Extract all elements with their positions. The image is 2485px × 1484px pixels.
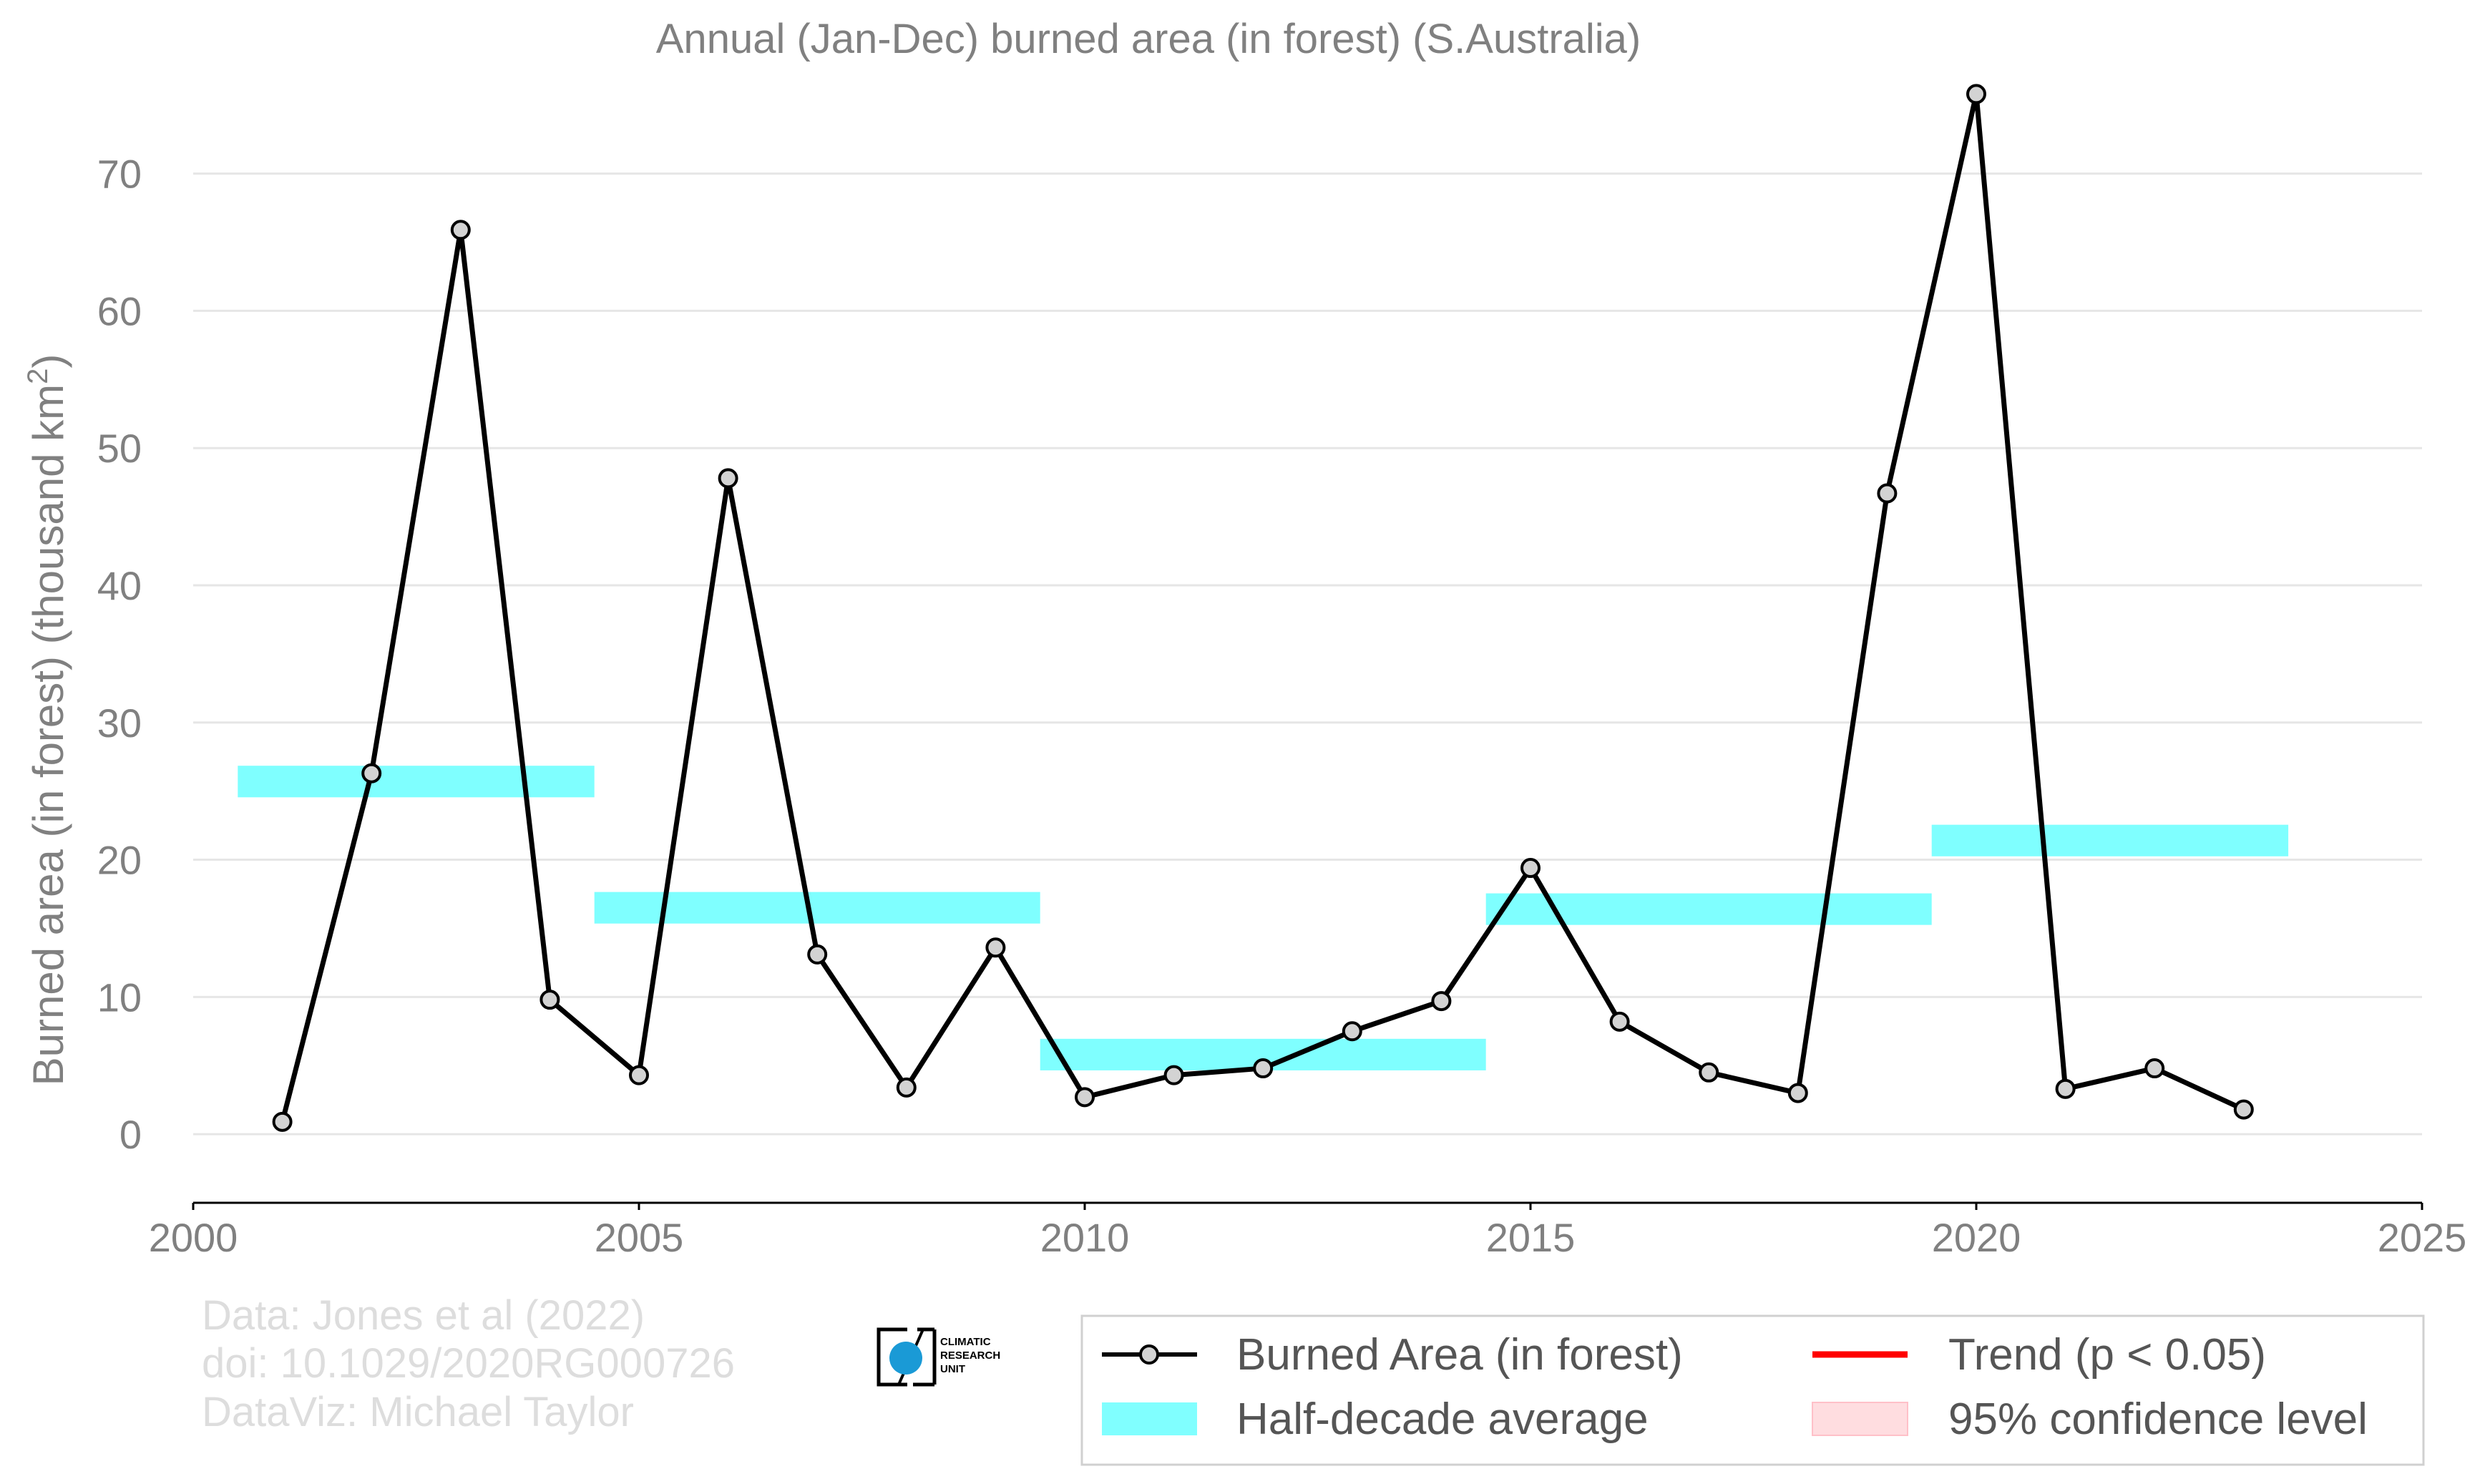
credit-doi: doi: 10.1029/2020RG000726 (202, 1340, 735, 1387)
data-point (629, 1065, 649, 1085)
data-point (718, 468, 738, 489)
x-tick-label: 2015 (1486, 1215, 1576, 1260)
x-tick-label: 2025 (2378, 1215, 2467, 1260)
cru-logo-text-1: CLIMATIC (940, 1336, 991, 1348)
y-axis-label: Burned area (in forest) (thousand km2) (22, 354, 72, 1086)
credit-data-source: Data: Jones et al (2022) (202, 1292, 645, 1339)
data-point (2233, 1099, 2254, 1120)
legend-confidence-label: 95% confidence level (1948, 1395, 2368, 1444)
x-tick-label: 2005 (595, 1215, 684, 1260)
x-tick-label: 2010 (1040, 1215, 1130, 1260)
data-point (807, 944, 828, 965)
data-point (1787, 1083, 1808, 1103)
x-tick-label: 2000 (149, 1215, 238, 1260)
y-axis-label-superscript: 2 (22, 368, 54, 384)
data-point (1609, 1011, 1630, 1032)
cru-logo: CLIMATIC RESEARCH UNIT (877, 1327, 1000, 1387)
legend-half-decade-patch-icon (1102, 1402, 1197, 1435)
data-point (1966, 84, 1986, 104)
x-tick-label: 2020 (1932, 1215, 2021, 1260)
legend-trend-label: Trend (p < 0.05) (1948, 1330, 2266, 1380)
half-decade-average-bar (594, 892, 1040, 924)
y-tick-label: 40 (97, 563, 142, 608)
data-point (361, 763, 382, 784)
chart-title: Annual (Jan-Dec) burned area (in forest)… (656, 16, 1641, 62)
data-point (1253, 1058, 1274, 1079)
data-point (1075, 1087, 1095, 1108)
data-point (985, 937, 1006, 958)
y-axis-ticks: 0 10 20 30 40 50 60 70 (97, 152, 142, 1157)
y-axis-label-main: Burned area (in forest) (thousand km (24, 384, 72, 1085)
data-point (2055, 1078, 2076, 1099)
credits: Data: Jones et al (2022) doi: 10.1029/20… (202, 1292, 735, 1435)
data-point (1431, 991, 1452, 1012)
data-point (450, 220, 471, 240)
half-decade-average-bars (238, 766, 2289, 1070)
data-point (1520, 858, 1541, 879)
data-point (540, 990, 560, 1010)
y-tick-label: 30 (97, 700, 142, 746)
cru-logo-globe-icon (889, 1342, 922, 1375)
half-decade-average-bar (238, 766, 595, 798)
data-point (1163, 1065, 1184, 1085)
credit-dataviz: DataViz: Michael Taylor (202, 1389, 634, 1435)
y-tick-label: 0 (119, 1112, 142, 1157)
data-point (1699, 1062, 1719, 1083)
y-tick-label: 50 (97, 426, 142, 471)
data-point (2144, 1058, 2165, 1079)
legend-burned-area-label: Burned Area (in forest) (1236, 1330, 1683, 1380)
cru-logo-text-2: RESEARCH (940, 1349, 1000, 1362)
legend-frame (1080, 1314, 2425, 1466)
y-axis-label-suffix: ) (24, 354, 72, 368)
x-axis-ticks: 2000 2005 2010 2015 2020 2025 (149, 1203, 2467, 1260)
y-tick-label: 60 (97, 288, 142, 333)
legend-burned-area-marker-icon (1139, 1344, 1159, 1365)
data-point (272, 1111, 293, 1132)
legend: Burned Area (in forest) Trend (p < 0.05)… (1080, 1314, 2425, 1466)
y-tick-label: 10 (97, 975, 142, 1020)
legend-half-decade-label: Half-decade average (1236, 1395, 1649, 1444)
y-tick-label: 20 (97, 838, 142, 883)
data-point (1877, 483, 1898, 504)
legend-confidence-patch-icon (1812, 1402, 1908, 1436)
cru-logo-bracket-right (913, 1327, 937, 1387)
y-tick-label: 70 (97, 152, 142, 197)
data-point (896, 1077, 917, 1098)
data-point (1342, 1021, 1362, 1042)
y-gridlines (193, 172, 2422, 1136)
half-decade-average-bar (1931, 824, 2289, 856)
burned-area-markers (272, 84, 2254, 1132)
cru-logo-bracket-left (877, 1327, 907, 1387)
cru-logo-text-3: UNIT (940, 1363, 965, 1375)
